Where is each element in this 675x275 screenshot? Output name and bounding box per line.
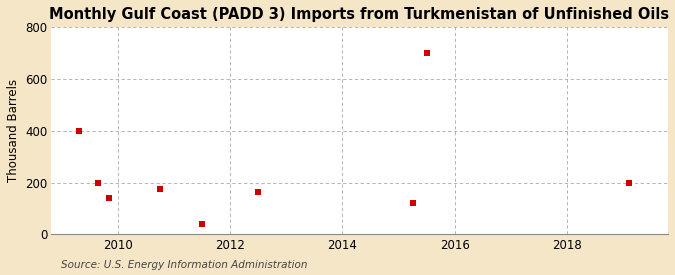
Point [407,201,418,205]
Point [421,51,432,55]
Text: Source: U.S. Energy Information Administration: Source: U.S. Energy Information Administ… [61,260,307,270]
Point [93,180,104,185]
Point [196,222,207,226]
Point [623,181,634,186]
Y-axis label: Thousand Barrels: Thousand Barrels [7,79,20,182]
Point [104,196,115,200]
Title: Monthly Gulf Coast (PADD 3) Imports from Turkmenistan of Unfinished Oils: Monthly Gulf Coast (PADD 3) Imports from… [49,7,670,22]
Point [155,187,165,191]
Point [73,129,84,133]
Point [253,189,264,194]
